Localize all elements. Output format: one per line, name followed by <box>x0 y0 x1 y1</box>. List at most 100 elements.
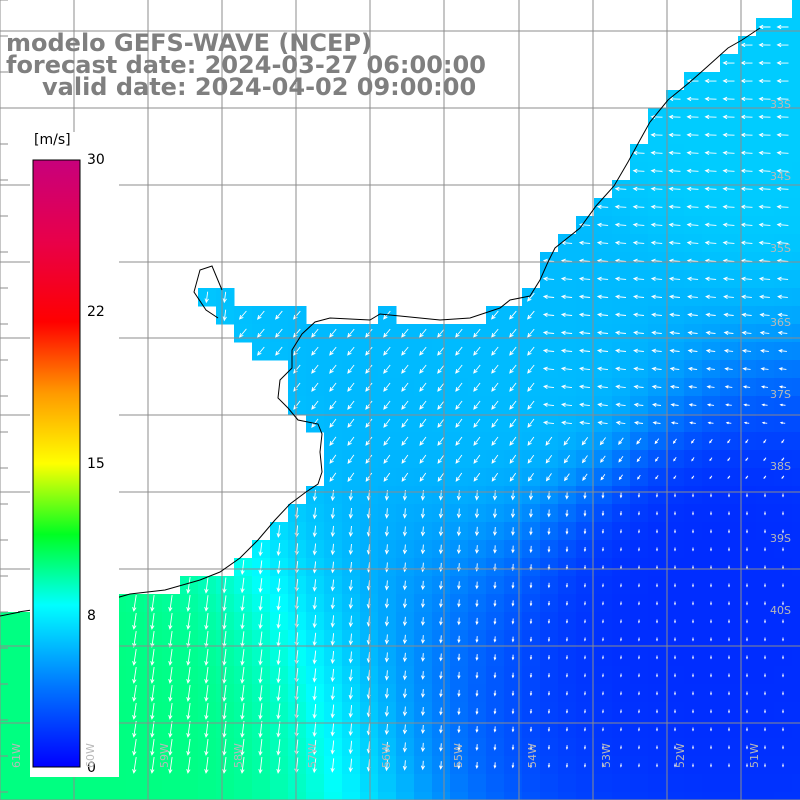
wind-arrow <box>706 385 715 389</box>
wind-arrow <box>686 222 699 227</box>
wind-speed-cell <box>792 288 800 307</box>
valid-date: valid date: 2024-04-02 09:00:00 <box>42 73 477 101</box>
wind-arrow <box>637 727 640 732</box>
wind-arrow <box>601 510 605 517</box>
wind-speed-cell <box>360 792 379 800</box>
wind-speed-cell <box>270 792 289 800</box>
wind-speed-cell <box>378 792 397 800</box>
wind-arrow <box>781 655 785 660</box>
wind-arrow <box>636 456 642 463</box>
wind-arrow <box>383 418 391 428</box>
wind-arrow <box>668 222 681 227</box>
wind-arrow <box>781 583 785 588</box>
wind-arrow <box>637 673 640 678</box>
wind-arrow <box>650 204 663 209</box>
wind-arrow <box>673 475 677 480</box>
wind-arrow <box>329 418 337 428</box>
wind-arrow <box>709 511 713 516</box>
wind-arrow <box>727 745 731 750</box>
wind-arrow <box>636 437 642 445</box>
wind-arrow <box>560 366 573 371</box>
wind-arrow <box>601 619 604 624</box>
wind-arrow <box>727 601 731 606</box>
wind-arrow <box>312 739 317 756</box>
wind-arrow <box>704 114 717 120</box>
wind-arrow <box>722 204 735 209</box>
wind-arrow <box>240 685 245 702</box>
wind-arrow <box>637 763 640 768</box>
wind-arrow <box>493 545 497 554</box>
wind-arrow <box>438 544 443 555</box>
wind-arrow <box>542 330 555 335</box>
wind-arrow <box>619 709 622 714</box>
wind-arrow <box>583 510 587 517</box>
wind-arrow <box>596 330 609 335</box>
wind-speed-cell <box>0 720 19 739</box>
wind-arrow <box>475 636 479 643</box>
wind-arrow <box>348 561 353 574</box>
wind-arrow <box>258 649 263 666</box>
wind-arrow <box>384 670 389 681</box>
wind-arrow <box>542 294 555 299</box>
wind-arrow <box>601 492 605 499</box>
wind-arrow <box>583 763 587 768</box>
wind-arrow <box>384 580 389 591</box>
wind-arrow <box>614 186 627 191</box>
wind-arrow <box>493 636 497 643</box>
wind-arrow <box>758 240 771 245</box>
wind-arrow <box>493 672 497 679</box>
wind-arrow <box>347 454 355 464</box>
wind-arrow <box>547 509 551 518</box>
wind-arrow <box>637 601 640 606</box>
wind-speed-cell <box>792 162 800 181</box>
wind-arrow <box>565 583 569 588</box>
wind-arrow <box>222 631 227 648</box>
wind-speed-cell <box>450 774 469 793</box>
wind-arrow <box>745 763 749 768</box>
wind-arrow <box>132 649 137 666</box>
wind-arrow <box>673 673 677 678</box>
wind-arrow <box>545 454 553 464</box>
wind-arrow <box>758 78 771 84</box>
wind-arrow <box>168 703 173 720</box>
wind-arrow <box>691 529 695 534</box>
wind-arrow <box>709 583 713 588</box>
wind-speed-cell <box>396 792 415 800</box>
wind-arrow <box>745 673 749 678</box>
wind-arrow <box>132 631 137 648</box>
wind-arrow <box>655 709 659 714</box>
wind-speed-cell <box>774 774 793 793</box>
wind-speed-cell <box>126 792 145 800</box>
wind-arrow <box>709 763 713 768</box>
wind-arrow <box>565 673 569 678</box>
wind-arrow <box>722 150 735 155</box>
wind-arrow <box>168 685 173 702</box>
wind-arrow <box>493 690 497 697</box>
wind-speed-cell <box>36 792 55 800</box>
wind-arrow <box>742 385 751 389</box>
wind-arrow <box>511 762 515 769</box>
wind-arrow <box>402 724 408 735</box>
wind-speed-cell <box>486 774 505 793</box>
wind-arrow <box>655 529 659 534</box>
wind-arrow <box>402 544 408 555</box>
wind-arrow <box>222 291 227 304</box>
wind-arrow <box>709 457 713 462</box>
wind-arrow <box>655 637 659 642</box>
wind-arrow <box>419 436 427 446</box>
wind-arrow <box>596 222 609 227</box>
wind-arrow <box>758 276 771 281</box>
wind-arrow <box>669 366 680 371</box>
wind-arrow <box>439 761 443 770</box>
wind-arrow <box>705 330 716 335</box>
wind-arrow <box>727 763 731 768</box>
wind-speed-cell <box>684 774 703 793</box>
wind-speed-cell <box>108 774 127 793</box>
wind-arrow <box>687 294 698 299</box>
wind-speed-cell <box>306 792 325 800</box>
wind-arrow <box>709 439 713 444</box>
wind-arrow <box>691 457 695 462</box>
wind-arrow <box>655 511 659 516</box>
wind-arrow <box>655 655 659 660</box>
